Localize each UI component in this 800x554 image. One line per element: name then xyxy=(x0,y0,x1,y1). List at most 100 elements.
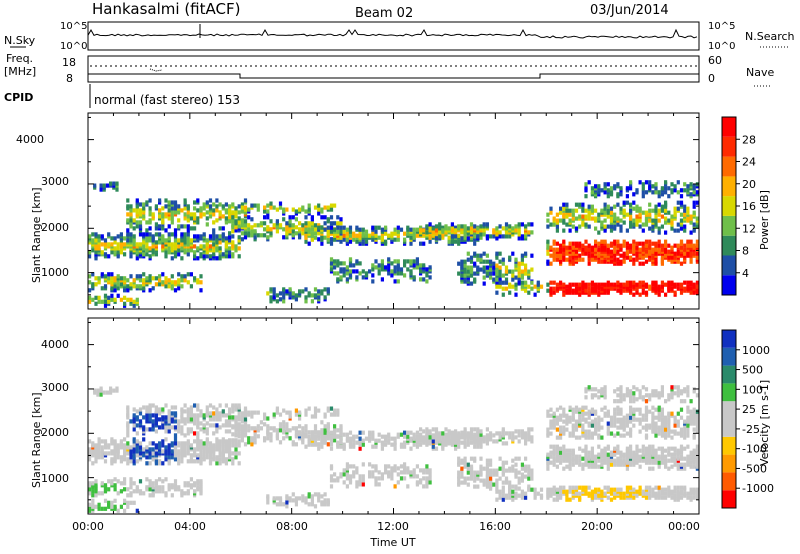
range-cell xyxy=(164,204,168,209)
range-cell xyxy=(161,443,165,448)
range-cell xyxy=(294,426,298,431)
range-cell xyxy=(594,425,598,430)
range-cell xyxy=(193,244,197,249)
range-cell xyxy=(559,450,563,455)
range-cell xyxy=(689,464,693,469)
range-cell xyxy=(565,497,569,502)
range-cell xyxy=(524,441,528,446)
range-cell xyxy=(616,444,620,449)
range-cell xyxy=(549,407,553,412)
range-cell xyxy=(231,252,235,257)
range-cell xyxy=(584,222,588,227)
range-cell xyxy=(266,209,270,214)
range-cell xyxy=(266,416,270,421)
range-cell xyxy=(352,237,356,242)
range-cell xyxy=(145,232,149,237)
range-cell xyxy=(183,232,187,237)
range-cell xyxy=(374,464,378,469)
range-cell xyxy=(231,403,235,408)
range-cell xyxy=(664,487,668,492)
range-cell xyxy=(495,271,499,276)
range-cell xyxy=(635,251,639,256)
range-cell xyxy=(91,441,95,446)
range-cell xyxy=(590,431,594,436)
range-cell xyxy=(590,186,594,191)
range-cell xyxy=(689,243,693,248)
range-cell xyxy=(412,468,416,473)
range-cell xyxy=(173,200,178,205)
range-cell xyxy=(568,419,572,424)
range-cell xyxy=(517,429,521,434)
range-cell xyxy=(514,275,518,280)
range-cell xyxy=(454,231,458,236)
range-cell xyxy=(632,487,636,492)
range-cell xyxy=(632,218,636,223)
range-cell xyxy=(145,427,149,432)
range-cell xyxy=(259,426,263,431)
range-cell xyxy=(129,282,133,287)
range-cell xyxy=(489,476,493,481)
range-cell xyxy=(97,449,101,454)
range-cell xyxy=(683,485,687,490)
range-cell xyxy=(234,244,238,249)
range-cell xyxy=(126,421,130,426)
range-cell xyxy=(492,271,496,276)
range-cell xyxy=(574,435,579,440)
range-cell xyxy=(590,446,594,451)
range-cell xyxy=(501,292,505,297)
range-cell xyxy=(689,259,693,264)
range-cell xyxy=(581,280,585,285)
range-cell xyxy=(237,403,241,408)
range-cell xyxy=(689,487,693,492)
range-cell xyxy=(148,206,152,211)
range-cell xyxy=(482,269,486,274)
range-cell xyxy=(189,409,193,414)
range-cell xyxy=(508,485,512,490)
range-cell xyxy=(469,230,474,235)
range-cell xyxy=(568,208,572,213)
range-cell xyxy=(689,450,693,455)
range-cell xyxy=(304,227,308,232)
range-cell xyxy=(651,208,655,213)
range-cell xyxy=(361,442,365,447)
range-cell xyxy=(476,439,480,444)
range-cell xyxy=(196,220,200,225)
range-cell xyxy=(371,470,375,475)
range-cell xyxy=(208,447,213,452)
range-cell xyxy=(336,440,340,445)
range-cell xyxy=(336,277,340,282)
range-cell xyxy=(345,432,349,437)
range-cell xyxy=(320,434,324,439)
range-cell xyxy=(91,481,95,486)
range-cell xyxy=(196,234,200,239)
noise-left-tick-top: 10^5 xyxy=(60,21,87,32)
range-cell xyxy=(355,225,359,230)
range-cell xyxy=(549,419,553,424)
range-cell xyxy=(431,433,435,438)
range-cell xyxy=(323,227,327,232)
range-cell xyxy=(597,452,601,457)
range-cell xyxy=(158,232,162,237)
range-cell xyxy=(154,276,158,281)
range-cell xyxy=(282,217,286,222)
range-cell xyxy=(555,421,559,426)
range-cell xyxy=(173,238,178,243)
range-cell xyxy=(294,231,298,236)
range-cell xyxy=(333,438,337,443)
range-cell xyxy=(148,447,152,452)
range-cell xyxy=(460,259,464,264)
range-cell xyxy=(205,445,209,450)
range-cell xyxy=(183,403,187,408)
range-cell xyxy=(476,484,480,489)
range-cell xyxy=(189,226,193,231)
range-cell xyxy=(399,470,404,475)
range-cell xyxy=(361,227,365,232)
range-cell xyxy=(695,239,699,244)
range-cell xyxy=(352,474,356,479)
range-cell xyxy=(425,224,429,229)
range-cell xyxy=(635,282,639,287)
range-cell xyxy=(196,413,200,418)
range-cell xyxy=(97,491,101,496)
range-cell xyxy=(571,429,575,434)
range-cell xyxy=(158,445,162,450)
